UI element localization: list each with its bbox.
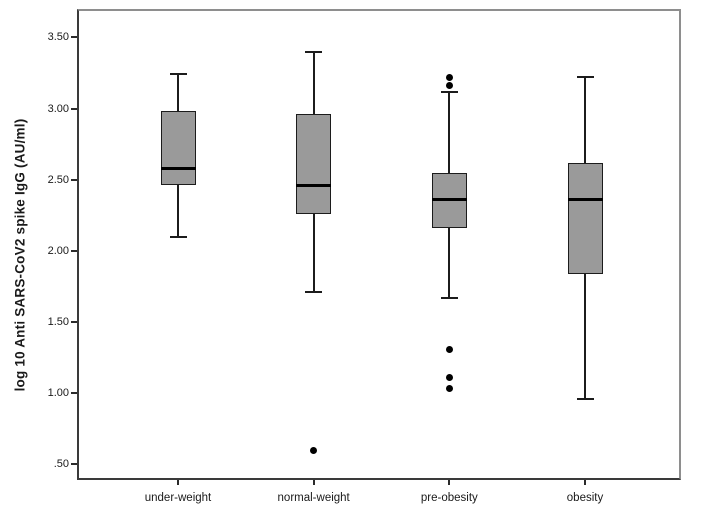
x-category-label: pre-obesity (420, 492, 478, 504)
upper-whisker (448, 91, 451, 173)
lower-whisker-cap (576, 397, 594, 400)
y-tick-label: 3.50 (47, 31, 69, 44)
iqr-box-normal-weight (296, 114, 332, 214)
upper-whisker-cap (169, 73, 187, 76)
upper-whisker (312, 51, 315, 115)
outlier-dot (445, 345, 453, 353)
x-tick-mark (584, 480, 586, 485)
y-tick-label: 2.50 (47, 173, 69, 186)
lower-whisker (584, 273, 586, 399)
lower-whisker-cap (169, 235, 187, 238)
median-line (567, 198, 603, 202)
outlier-dot (310, 446, 318, 454)
outlier-dot (445, 73, 453, 81)
x-category-label: obesity (566, 492, 604, 504)
y-tick-mark (71, 392, 77, 395)
y-tick-mark (71, 107, 77, 110)
upper-whisker (584, 77, 586, 163)
upper-whisker-cap (576, 76, 594, 79)
lower-whisker-cap (440, 296, 458, 299)
y-tick-label: 3.00 (47, 102, 69, 115)
outlier-dot (445, 82, 453, 90)
outlier-dot (445, 374, 453, 382)
x-category-label: normal-weight (277, 492, 350, 504)
lower-whisker (448, 228, 451, 298)
y-tick-label: 1.50 (47, 316, 69, 329)
y-tick-mark (71, 178, 77, 181)
upper-whisker (177, 74, 179, 112)
median-line (431, 198, 467, 202)
y-tick-mark (71, 36, 77, 39)
iqr-box-under-weight (160, 111, 196, 186)
y-tick-mark (71, 321, 77, 324)
y-tick-mark (71, 463, 77, 466)
lower-whisker (177, 185, 179, 237)
median-line (160, 166, 196, 170)
upper-whisker-cap (440, 90, 458, 93)
y-tick-label: .50 (53, 458, 69, 471)
y-tick-mark (71, 249, 77, 252)
x-category-label: under-weight (144, 492, 212, 504)
upper-whisker-cap (305, 50, 323, 53)
x-tick-mark (448, 480, 451, 485)
x-tick-mark (177, 480, 179, 485)
iqr-box-obesity (567, 162, 603, 274)
x-tick-mark (312, 480, 315, 485)
lower-whisker-cap (305, 291, 323, 294)
median-line (296, 183, 332, 187)
lower-whisker (312, 213, 315, 293)
y-tick-label: 1.00 (47, 387, 69, 400)
outlier-dot (445, 385, 453, 393)
y-tick-label: 2.00 (47, 244, 69, 257)
